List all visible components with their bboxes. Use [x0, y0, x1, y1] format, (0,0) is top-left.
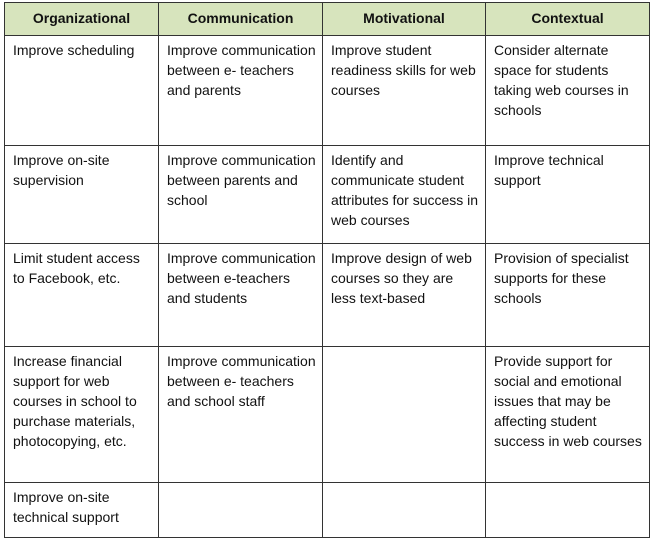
- header-contextual: Contextual: [485, 2, 650, 36]
- table-cell: [322, 346, 486, 483]
- table-row: Improve on-site technical support: [4, 482, 650, 538]
- table-cell: Improve communication between e- teacher…: [158, 346, 323, 483]
- table-row: Increase financial support for web cours…: [4, 346, 650, 483]
- header-organizational: Organizational: [4, 2, 159, 36]
- header-motivational: Motivational: [322, 2, 486, 36]
- table-cell: Improve design of web courses so they ar…: [322, 243, 486, 347]
- table-cell: Consider alternate space for students ta…: [485, 35, 650, 146]
- header-row: Organizational Communication Motivationa…: [4, 2, 650, 36]
- table-cell: Improve communication between e-teachers…: [158, 243, 323, 347]
- table-row: Improve scheduling Improve communication…: [4, 35, 650, 146]
- table-cell: [485, 482, 650, 538]
- table-cell: Improve communication between e- teacher…: [158, 35, 323, 146]
- table-cell: Limit student access to Facebook, etc.: [4, 243, 159, 347]
- table-cell: [158, 482, 323, 538]
- table-cell: Improve on-site technical support: [4, 482, 159, 538]
- table-row: Limit student access to Facebook, etc. I…: [4, 243, 650, 347]
- table-cell: Improve on-site supervision: [4, 145, 159, 244]
- table-cell: [322, 482, 486, 538]
- table-cell: Improve technical support: [485, 145, 650, 244]
- table-cell: Provide support for social and emotional…: [485, 346, 650, 483]
- header-communication: Communication: [158, 2, 323, 36]
- table-cell: Increase financial support for web cours…: [4, 346, 159, 483]
- strategies-table: Organizational Communication Motivationa…: [4, 2, 650, 538]
- table-cell: Improve student readiness skills for web…: [322, 35, 486, 146]
- table-cell: Improve scheduling: [4, 35, 159, 146]
- table-cell: Identify and communicate student attribu…: [322, 145, 486, 244]
- table-cell: Improve communication between parents an…: [158, 145, 323, 244]
- table-row: Improve on-site supervision Improve comm…: [4, 145, 650, 244]
- table-cell: Provision of specialist supports for the…: [485, 243, 650, 347]
